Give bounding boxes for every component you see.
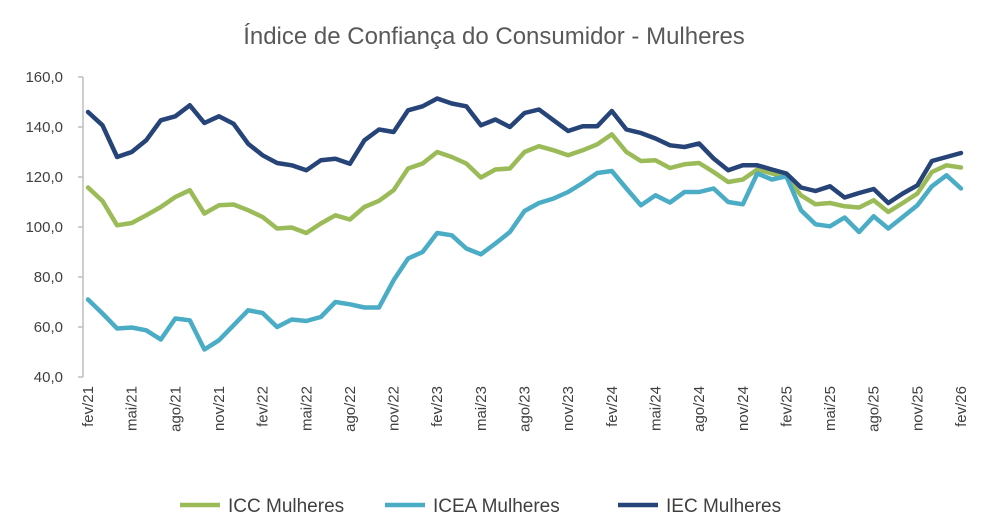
- x-tick-label: nov/25: [909, 386, 926, 431]
- series-lines: [85, 96, 964, 352]
- x-tick-label: nov/23: [560, 386, 577, 431]
- x-tick-label: mai/24: [647, 386, 664, 431]
- x-tick-label: fev/26: [953, 386, 970, 427]
- x-tick-label: mai/21: [124, 386, 141, 431]
- x-tick-label: ago/23: [517, 386, 534, 432]
- x-tick-label: nov/24: [735, 386, 752, 431]
- legend-item: IEC Mulheres: [618, 496, 781, 517]
- legend-label: IEC Mulheres: [666, 496, 781, 517]
- x-tick-label: fev/23: [429, 386, 446, 427]
- x-axis: fev/21 mai/21 ago/21 nov/21 fev/22 mai/22 ago/…: [80, 386, 970, 432]
- y-tick-label: 140,0: [25, 119, 63, 136]
- x-tick-label: nov/22: [386, 386, 403, 431]
- x-tick-label: fev/25: [778, 386, 795, 427]
- legend-label: ICC Mulheres: [228, 496, 344, 517]
- series-line-iec-mulheres: [85, 96, 964, 206]
- series-line-icc-mulheres: [85, 132, 964, 236]
- y-tick-label: 60,0: [34, 319, 63, 336]
- series-line-icea-mulheres: [85, 168, 964, 352]
- x-tick-label: nov/21: [211, 386, 228, 431]
- x-tick-label: mai/22: [298, 386, 315, 431]
- x-tick-label: ago/24: [691, 386, 708, 432]
- y-tick-label: 100,0: [25, 219, 63, 236]
- y-tick-label: 80,0: [34, 269, 63, 286]
- legend: ICC Mulheres ICEA Mulheres IEC Mulheres: [180, 496, 781, 517]
- legend-item: ICEA Mulheres: [385, 496, 560, 517]
- y-tick-label: 120,0: [25, 169, 63, 186]
- x-tick-label: ago/21: [167, 386, 184, 432]
- x-tick-label: fev/22: [255, 386, 272, 427]
- legend-item: ICC Mulheres: [180, 496, 344, 517]
- y-axis: 40,0 60,0 80,0 100,0 120,0 140,0 160,0: [25, 69, 84, 386]
- x-tick-label: mai/25: [822, 386, 839, 431]
- legend-label: ICEA Mulheres: [433, 496, 560, 517]
- x-tick-label: ago/22: [342, 386, 359, 432]
- chart-title: Índice de Confiança do Consumidor - Mulh…: [243, 23, 745, 50]
- x-tick-label: mai/23: [473, 386, 490, 431]
- y-tick-label: 160,0: [25, 69, 63, 86]
- y-tick-label: 40,0: [34, 369, 63, 386]
- x-tick-label: fev/21: [80, 386, 97, 427]
- x-tick-label: fev/24: [604, 386, 621, 427]
- x-tick-label: ago/25: [866, 386, 883, 432]
